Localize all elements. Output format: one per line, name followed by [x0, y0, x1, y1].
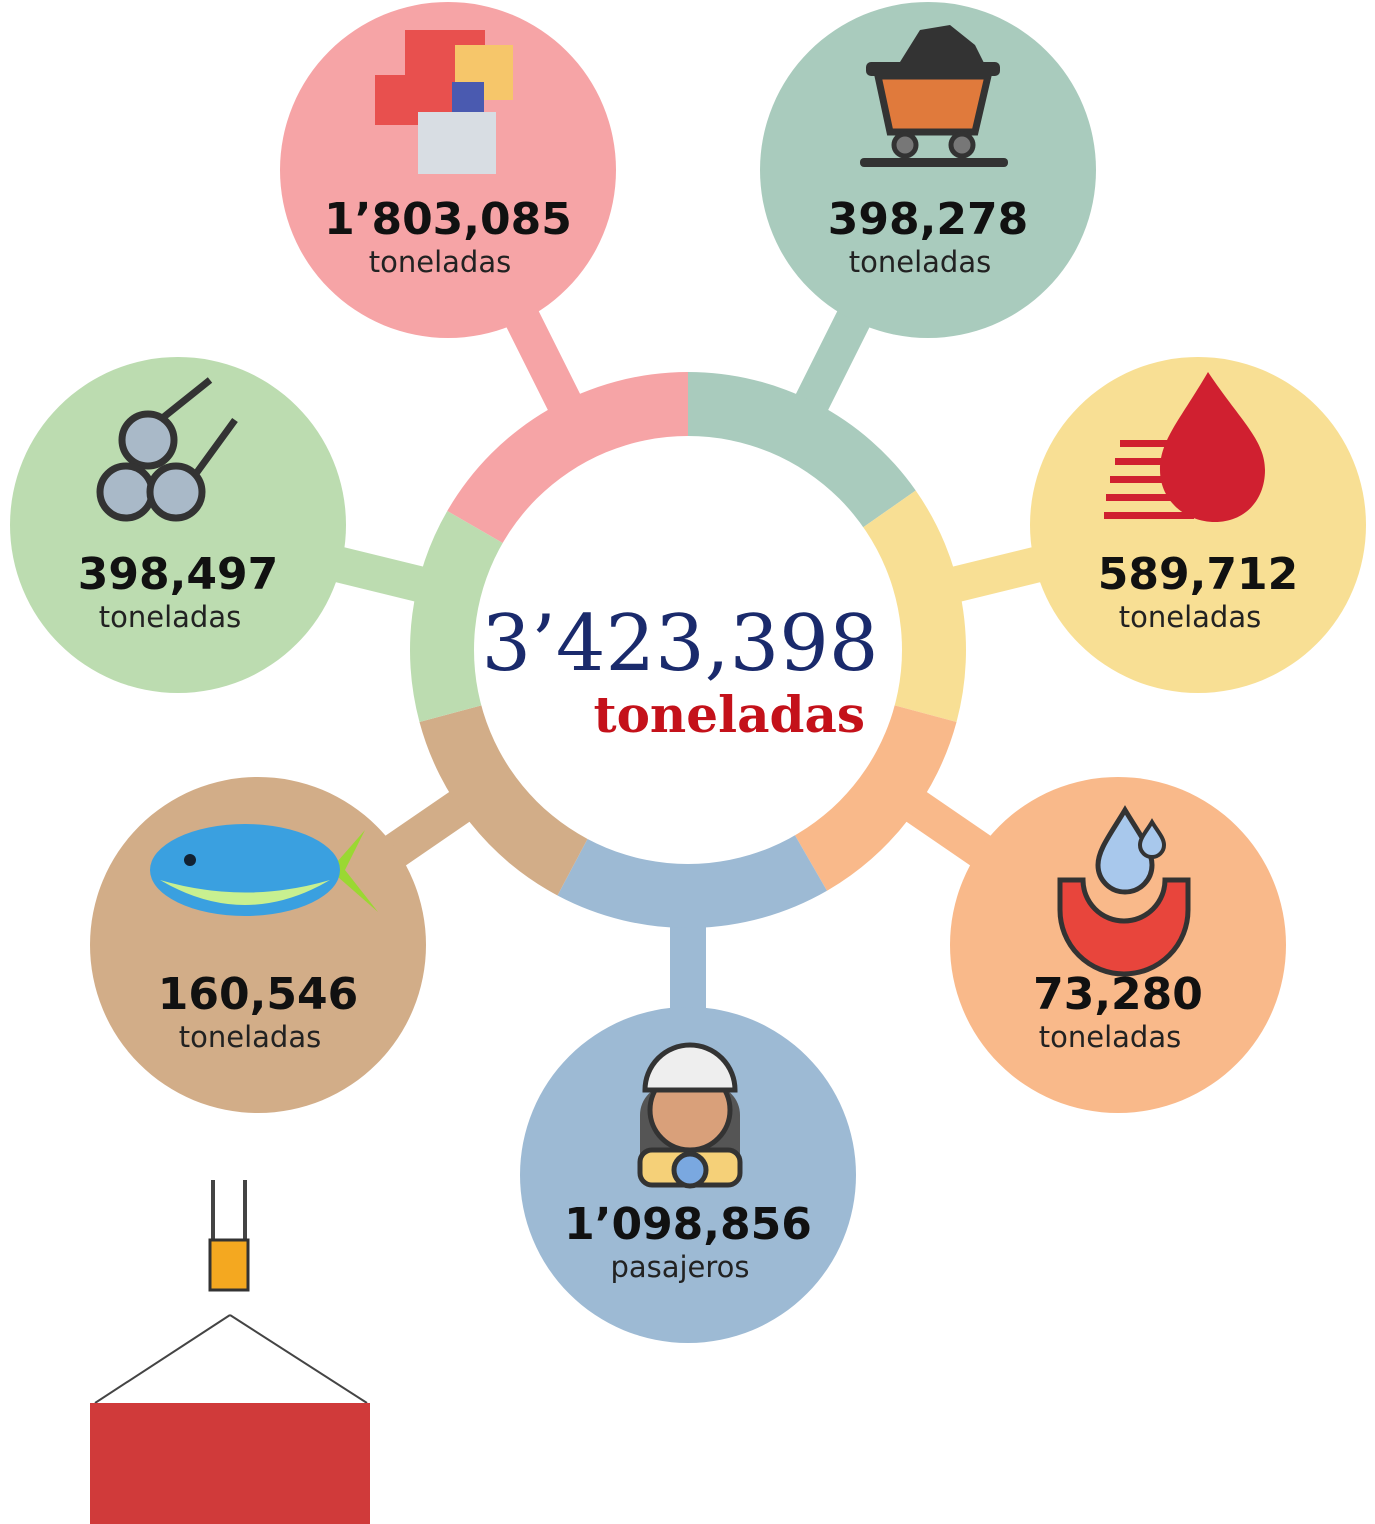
node-unit: toneladas	[369, 245, 511, 279]
node-circle	[760, 2, 1096, 338]
ring-segment	[419, 704, 590, 896]
crane-container-icon	[90, 1180, 370, 1524]
node-value: 398,497	[78, 549, 278, 600]
ring-segment	[410, 511, 507, 722]
ring-segment	[860, 490, 966, 722]
node-unit: toneladas	[179, 1020, 321, 1054]
node-unit: toneladas	[1119, 600, 1261, 634]
node-value: 398,278	[828, 194, 1028, 245]
node-value: 1’098,856	[564, 1199, 812, 1250]
center-unit: toneladas	[593, 685, 865, 744]
node-unit: toneladas	[1039, 1020, 1181, 1054]
ring	[410, 372, 966, 928]
gear-drop-icon	[1057, 805, 1191, 977]
node-value: 1’803,085	[324, 194, 572, 245]
node-unit: toneladas	[849, 245, 991, 279]
center-disc	[474, 436, 902, 864]
node-value: 73,280	[1033, 969, 1203, 1020]
ring-segment	[793, 704, 957, 891]
node-value: 589,712	[1098, 549, 1298, 600]
ring-segment	[447, 372, 688, 545]
pipes-icon	[96, 377, 238, 522]
ring-segment	[557, 831, 827, 928]
node-unit: pasajeros	[610, 1250, 749, 1284]
fish-icon	[150, 824, 378, 916]
containers-icon	[375, 30, 513, 174]
driver-icon	[637, 1042, 743, 1189]
oil-drop-icon	[1104, 372, 1265, 522]
node-value: 160,546	[158, 969, 358, 1020]
ring-segment	[688, 372, 916, 530]
center-value: 3’423,398	[482, 599, 879, 689]
node-circle	[10, 357, 346, 693]
node-circle	[1030, 357, 1366, 693]
node-unit: toneladas	[99, 600, 241, 634]
mine-cart-icon	[860, 25, 1008, 167]
